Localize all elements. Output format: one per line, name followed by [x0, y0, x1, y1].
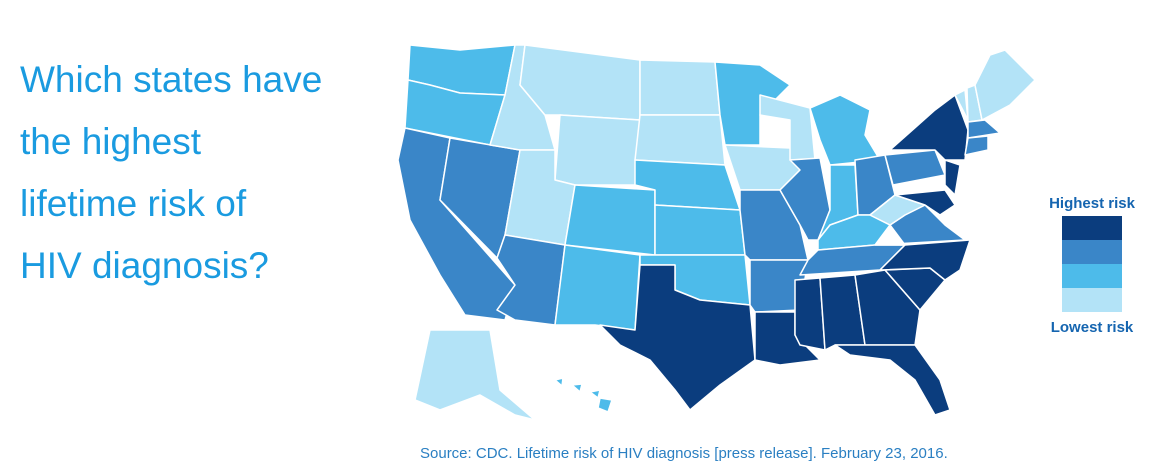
state	[967, 119, 1001, 139]
state	[884, 149, 946, 186]
state	[554, 114, 641, 186]
title-line: lifetime risk of	[20, 183, 247, 224]
state	[414, 329, 536, 421]
state	[889, 94, 969, 161]
state	[634, 114, 726, 166]
state	[589, 389, 601, 399]
title-line: HIV diagnosis?	[20, 245, 269, 286]
state	[759, 94, 816, 161]
legend-swatch	[1062, 240, 1122, 264]
state	[854, 269, 921, 346]
state	[964, 135, 989, 156]
title-line: Which states have	[20, 59, 322, 100]
state	[954, 89, 969, 121]
state	[571, 383, 583, 393]
state	[597, 397, 613, 413]
state	[599, 264, 756, 411]
state	[554, 377, 564, 387]
state	[639, 59, 721, 116]
us-map	[397, 44, 1036, 421]
title: Which states have the highest lifetime r…	[20, 59, 322, 286]
legend-high-label: Highest risk	[1049, 195, 1136, 212]
legend	[1062, 216, 1122, 312]
state	[654, 204, 746, 256]
state	[749, 259, 809, 313]
state	[894, 189, 956, 216]
legend-swatch	[1062, 288, 1122, 312]
legend-low-label: Lowest risk	[1051, 319, 1134, 336]
legend-swatch	[1062, 264, 1122, 288]
state	[834, 344, 951, 416]
state	[944, 159, 961, 196]
state	[974, 49, 1036, 121]
legend-swatch	[1062, 216, 1122, 240]
source: Source: CDC. Lifetime risk of HIV diagno…	[420, 445, 948, 462]
state	[554, 244, 641, 331]
state	[714, 61, 791, 146]
state	[564, 184, 656, 256]
state	[809, 94, 881, 166]
state	[779, 157, 831, 241]
title-line: the highest	[20, 121, 202, 162]
